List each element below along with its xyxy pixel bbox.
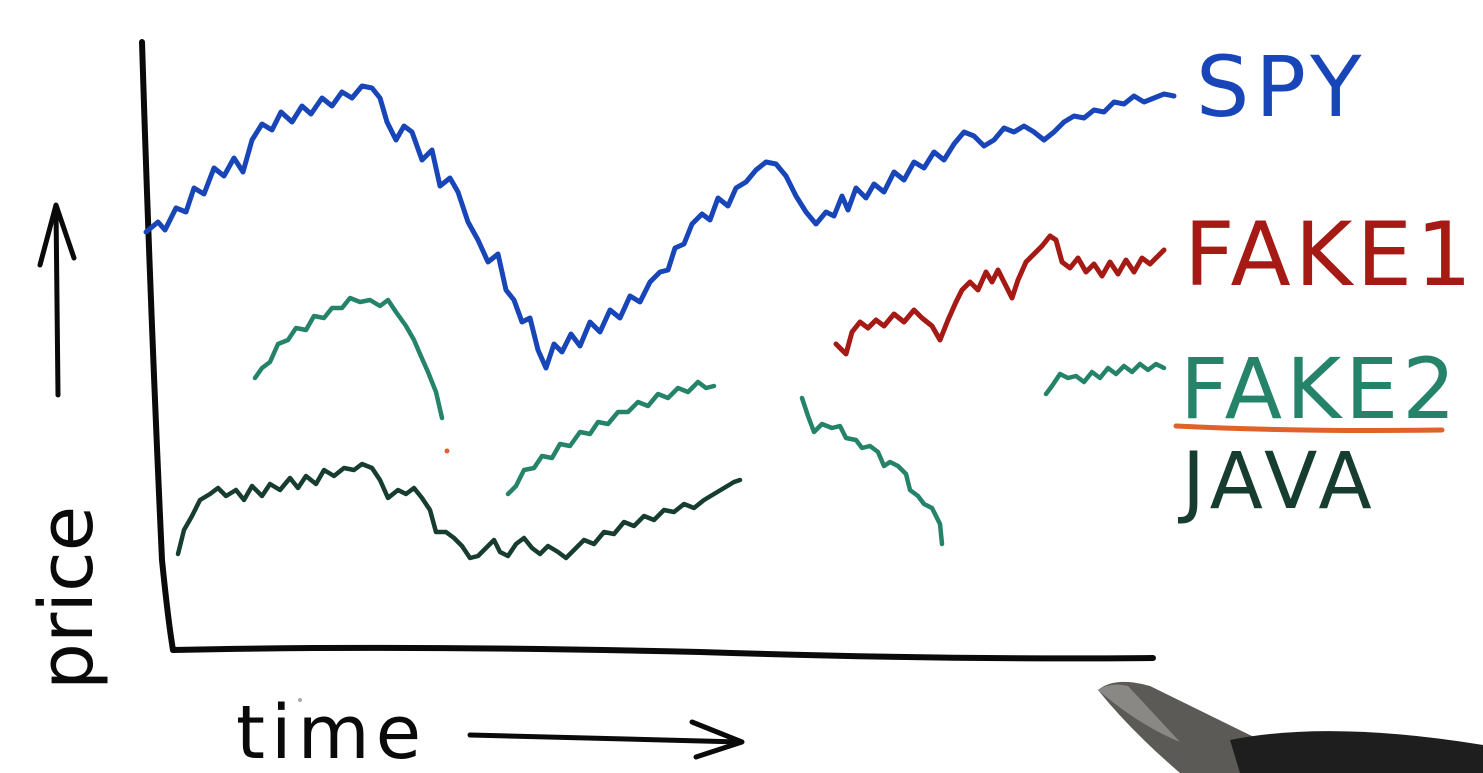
stray-dot-orange (444, 448, 450, 454)
spy-line (143, 83, 1177, 371)
y-axis-arrow-shaft (53, 205, 61, 398)
series-label-java: JAVA (1177, 437, 1378, 527)
series-label-fake2: FAKE2 (1180, 340, 1460, 438)
fake1-line (833, 233, 1167, 357)
fake2-line-segment-3 (799, 395, 945, 547)
pen-tip-icon (1098, 681, 1483, 773)
x-axis-label-group: time (236, 690, 745, 773)
fake2-line-segment-4 (1043, 361, 1167, 397)
x-axis-label: time (236, 690, 427, 773)
fake2-line-segment-2 (505, 379, 717, 497)
fake2-line-segment-1 (252, 295, 445, 421)
series-label-spy: SPY (1196, 38, 1367, 136)
x-axis (170, 644, 1156, 662)
stray-dot-grey (298, 698, 302, 702)
y-axis-label: price (24, 506, 110, 690)
x-axis-arrow-shaft (467, 732, 743, 745)
fake2-underline (1173, 423, 1445, 433)
y-axis-arrow-head (37, 202, 77, 268)
y-axis (139, 39, 176, 653)
series-label-fake1: FAKE1 (1184, 203, 1476, 306)
x-axis-arrow-head (689, 719, 745, 760)
java-line (175, 461, 743, 561)
y-axis-label-group: price (24, 202, 110, 690)
